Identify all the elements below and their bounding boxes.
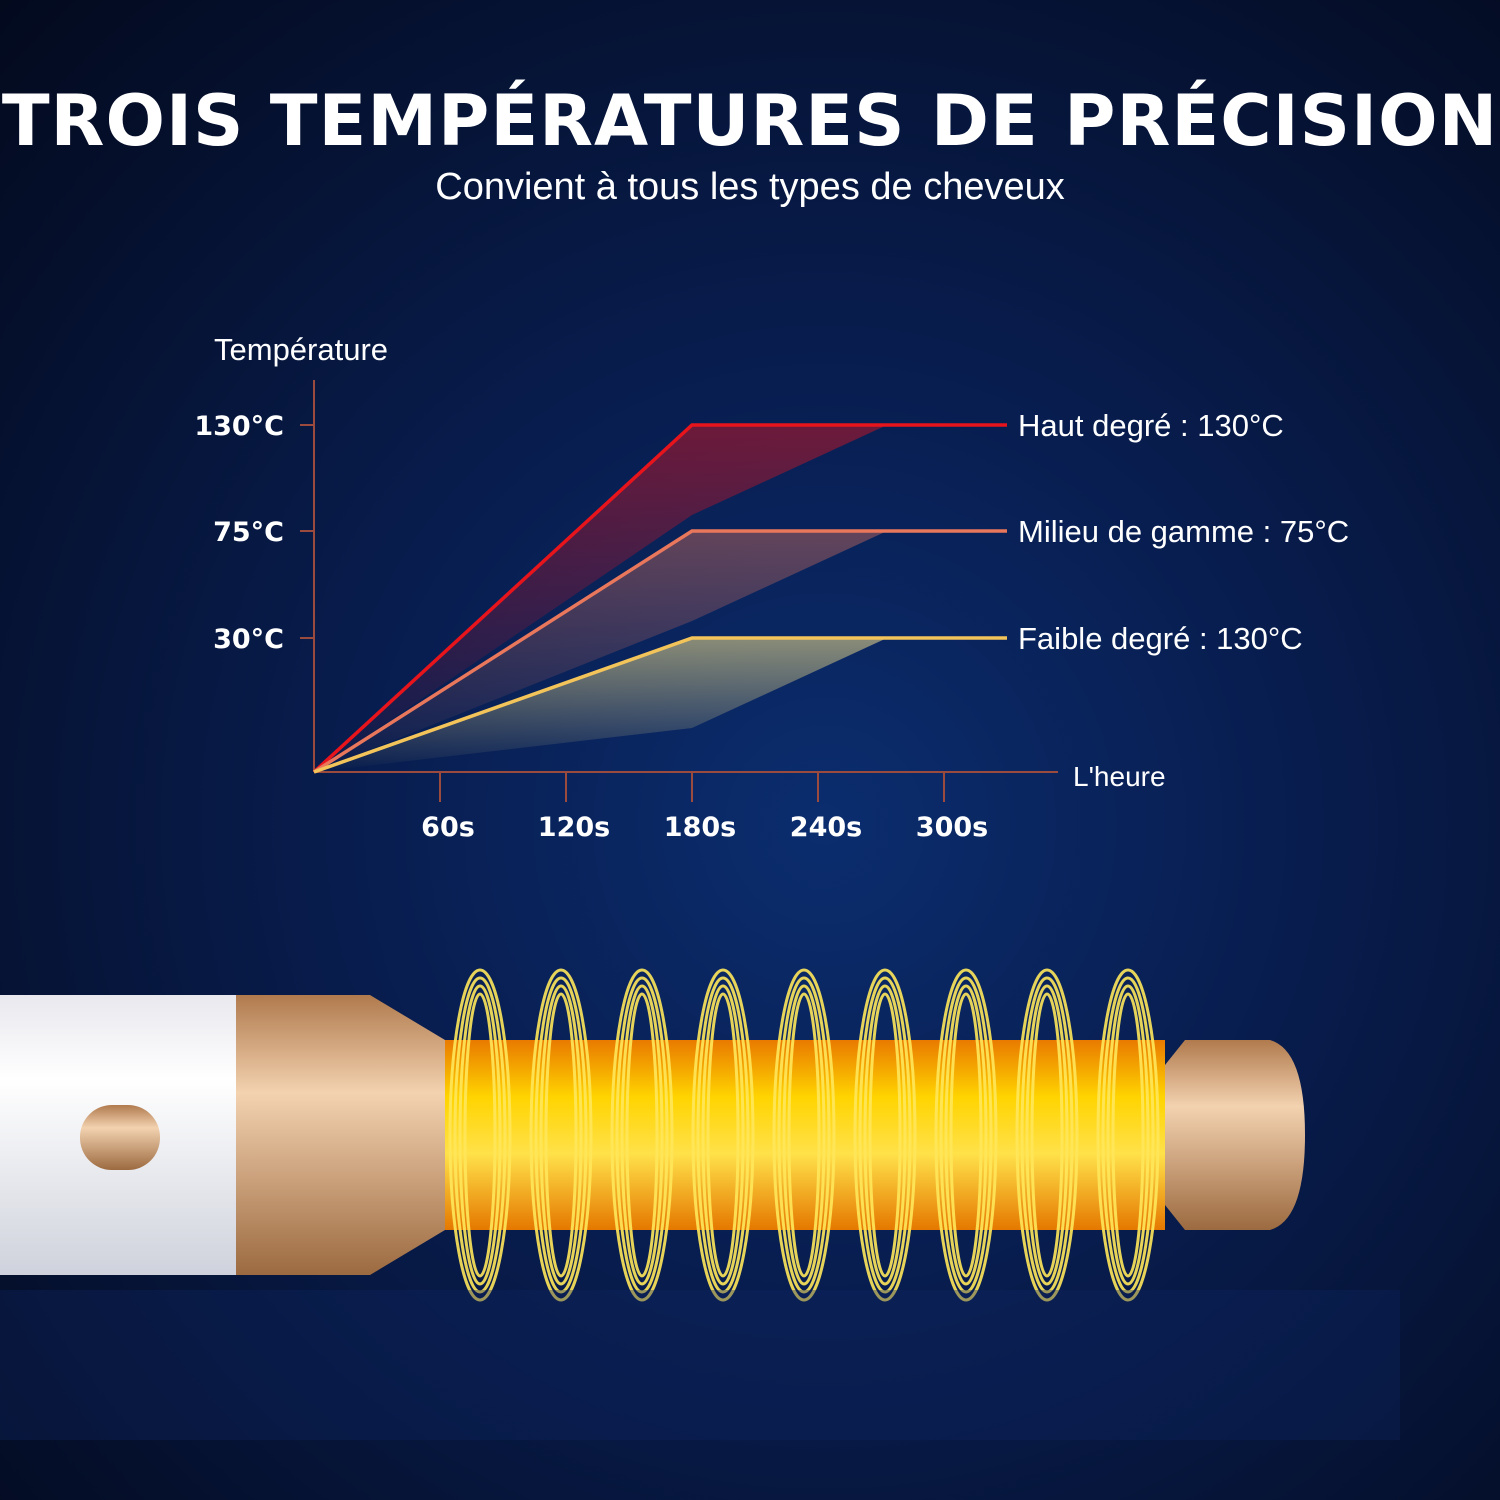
heat-ring — [620, 984, 664, 1286]
page-title: TROIS TEMPÉRATURES DE PRÉCISION — [1, 80, 1499, 162]
y-tick-label: 130°C — [194, 411, 284, 442]
curling-iron-image — [0, 968, 1400, 1440]
heat-wave-rings — [448, 968, 1160, 1302]
x-tick-label: 120s — [538, 812, 610, 843]
series-line — [313, 636, 1007, 774]
heat-ring — [625, 992, 659, 1278]
heat-ring — [458, 984, 502, 1286]
heat-ring — [1106, 984, 1150, 1286]
heat-ring — [691, 968, 755, 1302]
heat-ring — [701, 984, 745, 1286]
heat-ring — [863, 984, 907, 1286]
heat-ring — [463, 992, 497, 1278]
heat-ring — [853, 968, 917, 1302]
heat-ring — [772, 968, 836, 1302]
y-axis-label: Température — [214, 332, 388, 367]
x-tick-label: 300s — [916, 812, 988, 843]
heat-ring — [939, 976, 993, 1294]
series-label: Faible degré : 130°C — [1018, 621, 1303, 656]
heat-ring — [1101, 976, 1155, 1294]
series-label: Haut degré : 130°C — [1018, 408, 1284, 443]
heat-ring — [782, 984, 826, 1286]
barrel-tip — [1165, 1040, 1305, 1230]
heat-ring — [534, 976, 588, 1294]
series-line — [313, 529, 1007, 774]
heat-ring — [1111, 992, 1145, 1278]
heat-ring — [453, 976, 507, 1294]
x-axis-label: L'heure — [1073, 761, 1166, 792]
y-tick-label: 30°C — [213, 624, 284, 655]
heat-ring — [1030, 992, 1064, 1278]
heat-ring — [696, 976, 750, 1294]
temperature-chart: Température L'heure 130°C 75°C 30°C 60s 120s… — [194, 332, 1349, 843]
heat-ring — [858, 976, 912, 1294]
heated-barrel — [445, 1040, 1165, 1230]
heat-ring — [1020, 976, 1074, 1294]
series-label: Milieu de gamme : 75°C — [1018, 514, 1349, 549]
heat-ring — [944, 984, 988, 1286]
x-tick-label: 240s — [790, 812, 862, 843]
heat-ring — [787, 992, 821, 1278]
power-button-icon — [80, 1105, 160, 1170]
heat-ring — [610, 968, 674, 1302]
heat-ring — [539, 984, 583, 1286]
heat-ring — [529, 968, 593, 1302]
heat-ring — [949, 992, 983, 1278]
page-subtitle: Convient à tous les types de cheveux — [435, 166, 1065, 208]
gold-collar — [236, 995, 445, 1275]
x-tick-label: 60s — [421, 812, 475, 843]
heat-ring — [615, 976, 669, 1294]
series-glow — [314, 531, 887, 772]
x-tick-label: 180s — [664, 812, 736, 843]
heat-ring — [777, 976, 831, 1294]
heat-ring — [706, 992, 740, 1278]
heat-ring — [1025, 984, 1069, 1286]
heat-ring — [934, 968, 998, 1302]
heat-ring — [544, 992, 578, 1278]
series-line — [312, 423, 1007, 774]
y-tick-label: 75°C — [213, 517, 284, 548]
heat-ring — [448, 968, 512, 1302]
heat-ring — [1096, 968, 1160, 1302]
heat-ring — [1015, 968, 1079, 1302]
series-glow — [314, 638, 887, 772]
heat-ring — [868, 992, 902, 1278]
